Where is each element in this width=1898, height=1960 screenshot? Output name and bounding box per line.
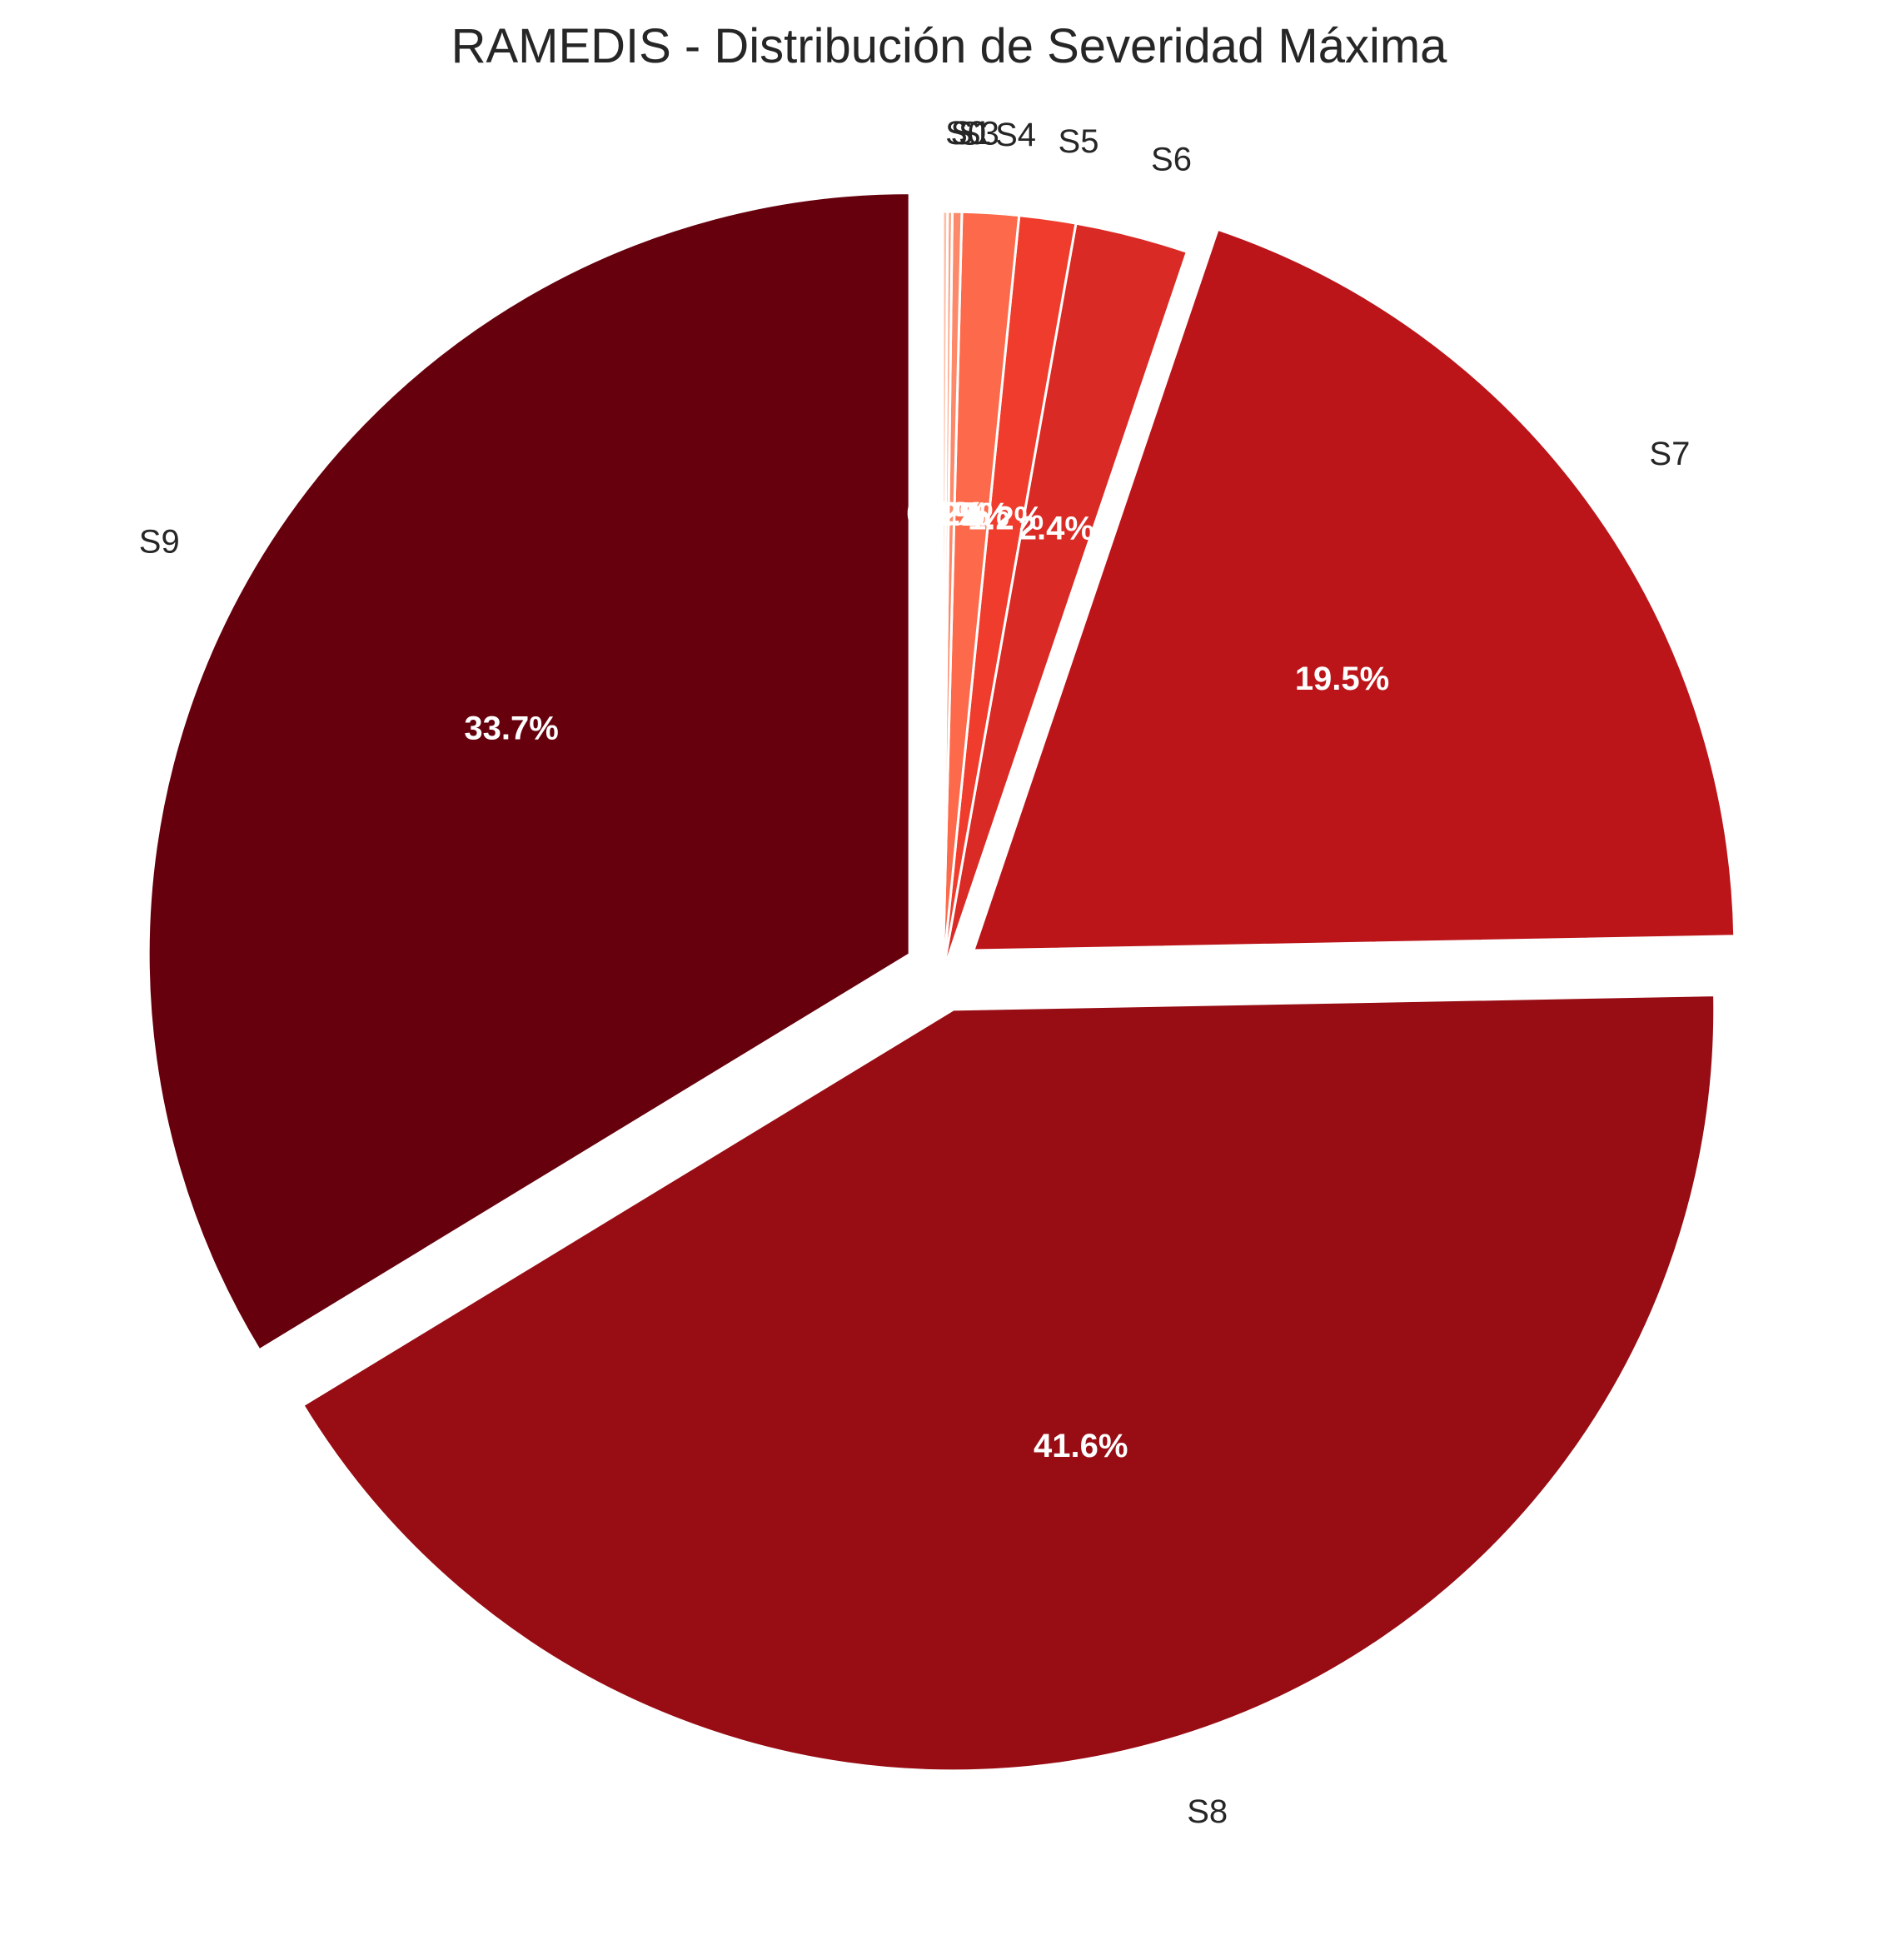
pie-slice-s9 — [147, 192, 911, 1352]
pie-slice-s0 — [941, 210, 949, 974]
percent-label-s7: 19.5% — [1295, 661, 1389, 697]
category-label-s1: S1 — [950, 115, 991, 152]
percent-label-s5: 1.2% — [968, 500, 1044, 536]
percent-label-s0: 0.1% — [906, 496, 982, 532]
percent-label-s8: 41.6% — [1034, 1428, 1128, 1464]
percent-label-s4: 1.2% — [934, 496, 1009, 533]
pie-slice-s7 — [971, 227, 1736, 952]
percent-label-s1: 0.1% — [909, 496, 985, 532]
pie-slice-s8 — [301, 994, 1716, 1773]
category-label-s9: S9 — [139, 524, 180, 561]
chart-title: RAMEDIS - Distribución de Severidad Máxi… — [451, 19, 1447, 73]
category-label-s5: S5 — [1059, 123, 1099, 160]
percent-labels: 33.7%41.6%19.5%2.4%1.2%1.2%0.2%0.1%0.1% — [464, 496, 1389, 1464]
category-label-s4: S4 — [995, 117, 1036, 153]
percent-label-s3: 0.2% — [914, 496, 989, 532]
category-label-s0: S0 — [945, 115, 986, 152]
category-label-s8: S8 — [1187, 1793, 1228, 1830]
category-label-s7: S7 — [1649, 436, 1690, 472]
category-label-s6: S6 — [1151, 142, 1192, 178]
category-label-s3: S3 — [959, 115, 999, 152]
percent-label-s6: 2.4% — [1019, 510, 1094, 546]
percent-label-s9: 33.7% — [464, 710, 558, 746]
pie-slices — [147, 192, 1736, 1773]
